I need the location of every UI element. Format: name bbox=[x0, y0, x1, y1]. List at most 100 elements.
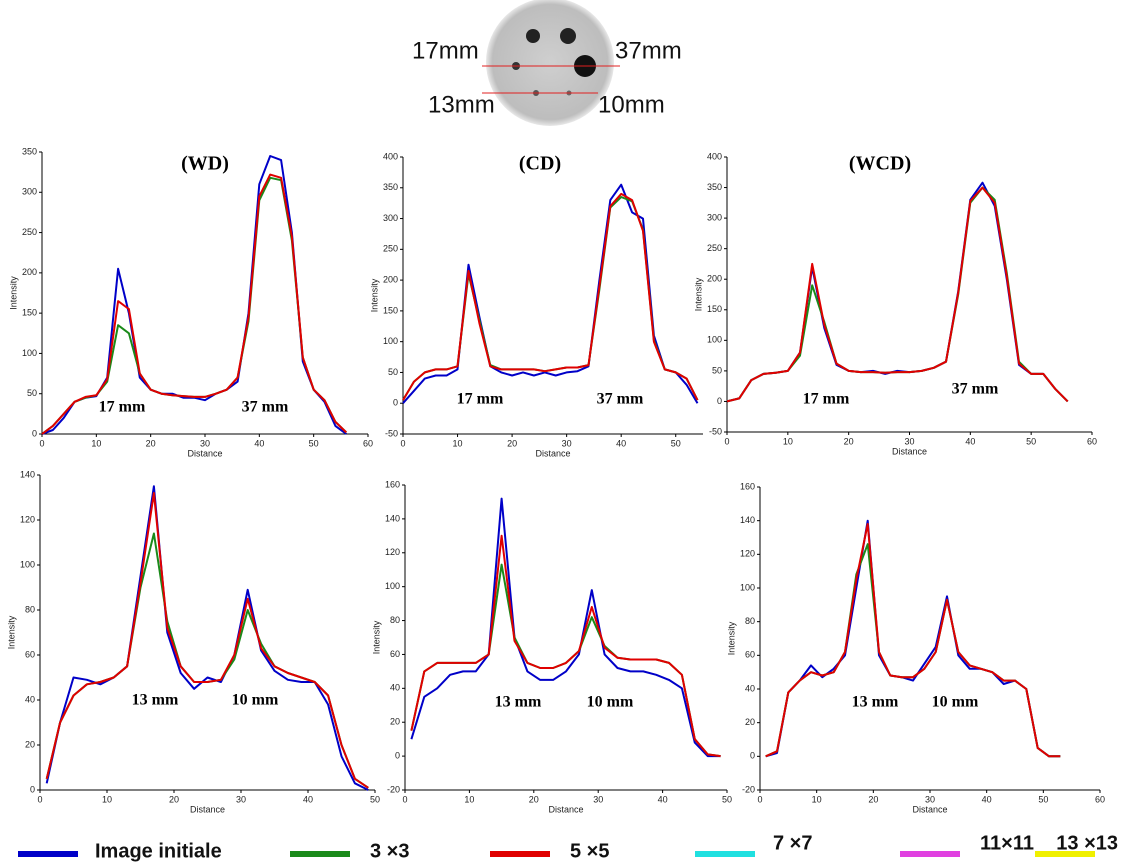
y-tick-label: 60 bbox=[390, 649, 400, 659]
y-tick-label: 120 bbox=[20, 514, 35, 524]
x-tick-label: 30 bbox=[236, 794, 246, 804]
y-tick-label: 80 bbox=[25, 604, 35, 614]
y-tick-label: 100 bbox=[707, 335, 722, 345]
y-tick-label: 20 bbox=[25, 739, 35, 749]
y-axis-label: Intensity bbox=[6, 615, 16, 649]
x-tick-label: 20 bbox=[868, 794, 878, 804]
y-tick-label: 150 bbox=[383, 305, 398, 315]
x-tick-label: 60 bbox=[363, 438, 373, 448]
y-tick-label: 0 bbox=[30, 784, 35, 794]
y-tick-label: 120 bbox=[740, 549, 755, 559]
series-line bbox=[410, 563, 721, 758]
annotation: 10 mm bbox=[232, 692, 279, 709]
y-tick-label: 150 bbox=[707, 304, 722, 314]
x-tick-label: 50 bbox=[1038, 794, 1048, 804]
x-tick-label: 30 bbox=[904, 436, 914, 446]
x-tick-label: 10 bbox=[783, 436, 793, 446]
y-tick-label: 20 bbox=[745, 717, 755, 727]
phantom-label: 13mm bbox=[428, 91, 495, 118]
y-tick-label: 50 bbox=[388, 367, 398, 377]
x-tick-label: 50 bbox=[370, 794, 380, 804]
y-tick-label: 100 bbox=[385, 581, 400, 591]
x-tick-label: 50 bbox=[671, 438, 681, 448]
x-tick-label: 30 bbox=[562, 438, 572, 448]
y-tick-label: 160 bbox=[385, 479, 400, 489]
y-tick-label: 80 bbox=[390, 615, 400, 625]
legend-label: 5 ×5 bbox=[570, 840, 609, 862]
series-line bbox=[45, 532, 369, 789]
x-tick-label: 50 bbox=[722, 794, 732, 804]
series-line bbox=[41, 155, 347, 435]
y-axis-label: Intensity bbox=[8, 276, 18, 310]
series-line bbox=[765, 523, 1061, 758]
chart-title: (WCD) bbox=[849, 153, 911, 175]
series-line bbox=[45, 485, 369, 791]
chart-panel: 0 50 100 150 200 250 300 350 0 10 20 30 40 50 60 Distan… bbox=[8, 146, 373, 458]
legend-label: 13 ×13 bbox=[1056, 832, 1118, 854]
phantom-label: 37mm bbox=[615, 37, 682, 64]
annotation: 17 mm bbox=[803, 391, 850, 408]
y-tick-label: 0 bbox=[717, 396, 722, 406]
x-tick-label: 10 bbox=[464, 794, 474, 804]
y-axis-label: Intensity bbox=[726, 621, 736, 655]
y-tick-label: 0 bbox=[750, 751, 755, 761]
x-tick-label: 10 bbox=[102, 794, 112, 804]
y-tick-label: 140 bbox=[385, 513, 400, 523]
series-line bbox=[402, 192, 699, 401]
x-tick-label: 10 bbox=[91, 438, 101, 448]
y-tick-label: 300 bbox=[22, 187, 37, 197]
x-tick-label: 0 bbox=[724, 436, 729, 446]
annotation: 13 mm bbox=[852, 694, 899, 711]
series-line bbox=[765, 519, 1061, 758]
phantom-label: 17mm bbox=[412, 37, 479, 64]
x-tick-label: 20 bbox=[146, 438, 156, 448]
annotation: 37 mm bbox=[242, 399, 289, 416]
legend-label: Image initiale bbox=[95, 840, 222, 862]
y-tick-label: -50 bbox=[385, 428, 398, 438]
x-tick-label: 10 bbox=[453, 438, 463, 448]
x-tick-label: 0 bbox=[757, 794, 762, 804]
x-tick-label: 40 bbox=[965, 436, 975, 446]
y-tick-label: 160 bbox=[740, 481, 755, 491]
y-tick-label: 300 bbox=[707, 212, 722, 222]
x-axis-label: Distance bbox=[187, 448, 222, 458]
x-tick-label: 0 bbox=[39, 438, 44, 448]
y-axis-label: Intensity bbox=[693, 277, 703, 311]
x-tick-label: 20 bbox=[169, 794, 179, 804]
x-tick-label: 40 bbox=[982, 794, 992, 804]
chart-panel: 0 20 40 60 80 100 120 140 0 10 20 30 40 50 Distance Int… bbox=[6, 469, 380, 814]
y-tick-label: 40 bbox=[390, 683, 400, 693]
x-tick-label: 60 bbox=[1087, 436, 1097, 446]
series-line bbox=[410, 497, 721, 758]
x-tick-label: 20 bbox=[507, 438, 517, 448]
x-tick-label: 60 bbox=[1095, 794, 1105, 804]
y-tick-label: 140 bbox=[20, 469, 35, 479]
legend-label: 7 ×7 bbox=[773, 832, 812, 854]
y-tick-label: 100 bbox=[20, 559, 35, 569]
y-tick-label: 400 bbox=[383, 151, 398, 161]
y-tick-label: 50 bbox=[27, 388, 37, 398]
chart-title: (CD) bbox=[519, 153, 561, 175]
x-axis-label: Distance bbox=[535, 448, 570, 458]
x-tick-label: 40 bbox=[658, 794, 668, 804]
series-line bbox=[410, 534, 721, 758]
series-line bbox=[726, 181, 1069, 403]
x-tick-label: 20 bbox=[844, 436, 854, 446]
y-axis-label: Intensity bbox=[369, 278, 379, 312]
chart-title: (WD) bbox=[181, 153, 229, 175]
y-tick-label: 50 bbox=[712, 365, 722, 375]
annotation: 13 mm bbox=[495, 694, 542, 711]
phantom-label: 10mm bbox=[598, 91, 665, 118]
series-line bbox=[726, 186, 1069, 403]
y-tick-label: 300 bbox=[383, 213, 398, 223]
y-tick-label: 200 bbox=[707, 274, 722, 284]
annotation: 13 mm bbox=[132, 692, 179, 709]
series-line bbox=[726, 186, 1069, 403]
annotation: 17 mm bbox=[99, 399, 146, 416]
y-tick-label: 0 bbox=[393, 398, 398, 408]
x-tick-label: 40 bbox=[616, 438, 626, 448]
y-tick-label: -20 bbox=[742, 784, 755, 794]
phantom-image bbox=[482, 0, 620, 126]
